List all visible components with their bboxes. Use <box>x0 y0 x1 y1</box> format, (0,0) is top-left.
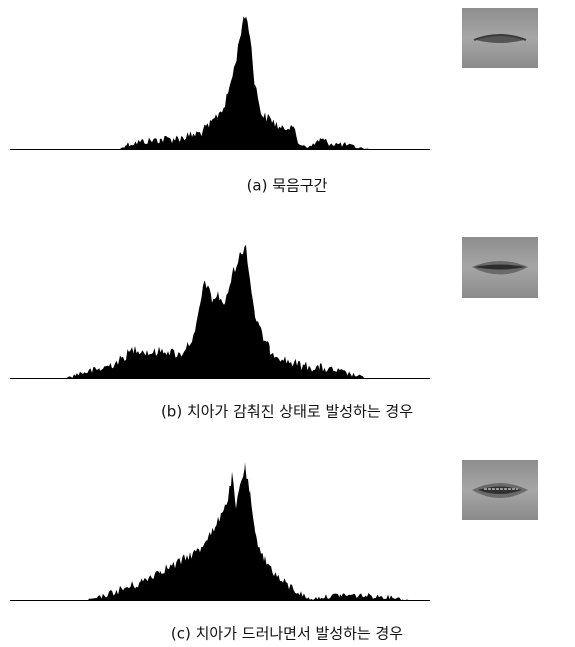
caption: (b) 치아가 감춰진 상태로 발성하는 경우 <box>161 403 413 421</box>
caption: (a) 묵음구간 <box>247 177 328 195</box>
histogram <box>85 462 410 600</box>
page: (a) 묵음구간 (b) 치아가 감춰진 상태로 발성하는 경우 (c) 치아가… <box>0 0 575 647</box>
figure: (a) 묵음구간 (b) 치아가 감춰진 상태로 발성하는 경우 (c) 치아가… <box>0 0 575 647</box>
lip-image <box>462 460 538 520</box>
caption: (c) 치아가 드러나면서 발성하는 경우 <box>171 625 403 643</box>
histogram <box>120 16 370 149</box>
histogram <box>65 245 370 378</box>
lip-image <box>462 8 538 68</box>
lip-image <box>462 237 538 298</box>
